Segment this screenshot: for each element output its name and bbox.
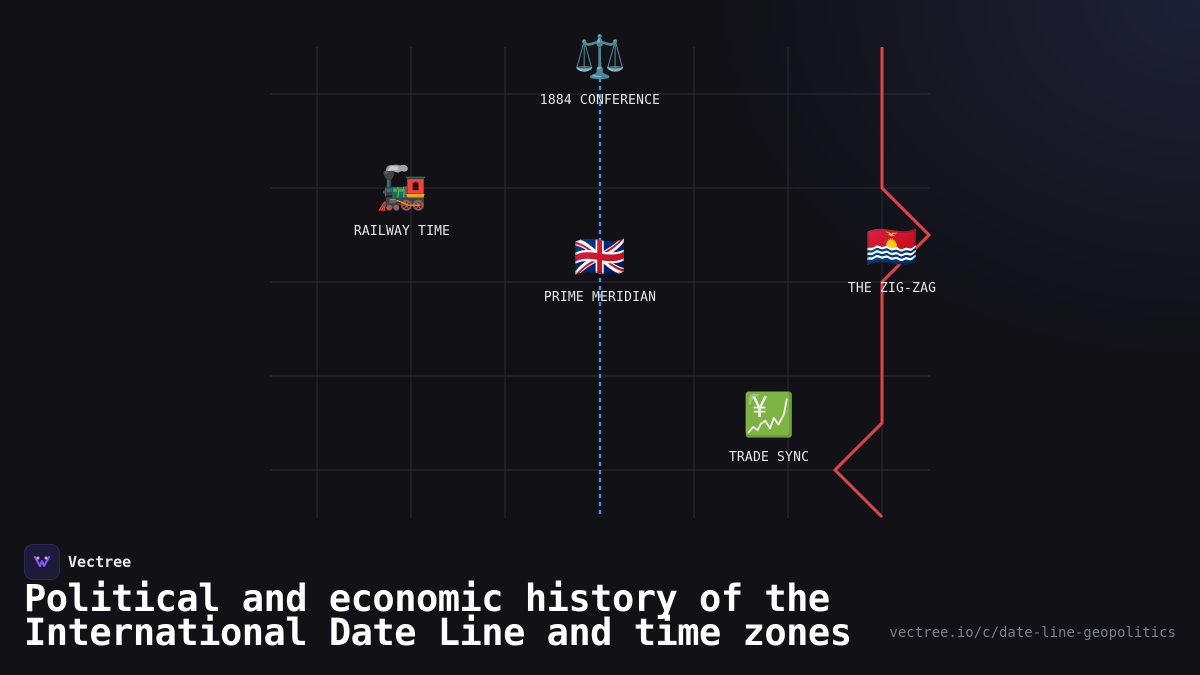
title-line-1: Political and economic history of the xyxy=(24,577,830,620)
scales-icon: ⚖️ xyxy=(573,32,627,81)
brand: Vectree xyxy=(24,544,131,580)
uk-flag-icon: 🇬🇧 xyxy=(573,232,627,281)
node-label-meridian: PRIME MERIDIAN xyxy=(543,290,657,305)
brand-name: Vectree xyxy=(68,553,132,571)
kiribati-flag-icon: 🇰🇮 xyxy=(865,222,919,271)
title-line-2: International Date Line and time zones xyxy=(24,611,852,654)
node-label-zigzag: THE ZIG-ZAG xyxy=(847,281,937,296)
node-label-conference: 1884 CONFERENCE xyxy=(539,93,661,108)
source-url[interactable]: vectree.io/c/date-line-geopolitics xyxy=(889,625,1176,641)
international-date-line xyxy=(832,47,932,519)
locomotive-icon: 🚂 xyxy=(375,163,429,212)
page-title: Political and economic history of the In… xyxy=(24,580,884,651)
chart-yen-icon: 💹 xyxy=(742,390,796,439)
node-label-railway: RAILWAY TIME xyxy=(353,224,451,239)
vectree-logo-icon xyxy=(24,544,60,580)
node-label-trade: TRADE SYNC xyxy=(728,450,810,465)
